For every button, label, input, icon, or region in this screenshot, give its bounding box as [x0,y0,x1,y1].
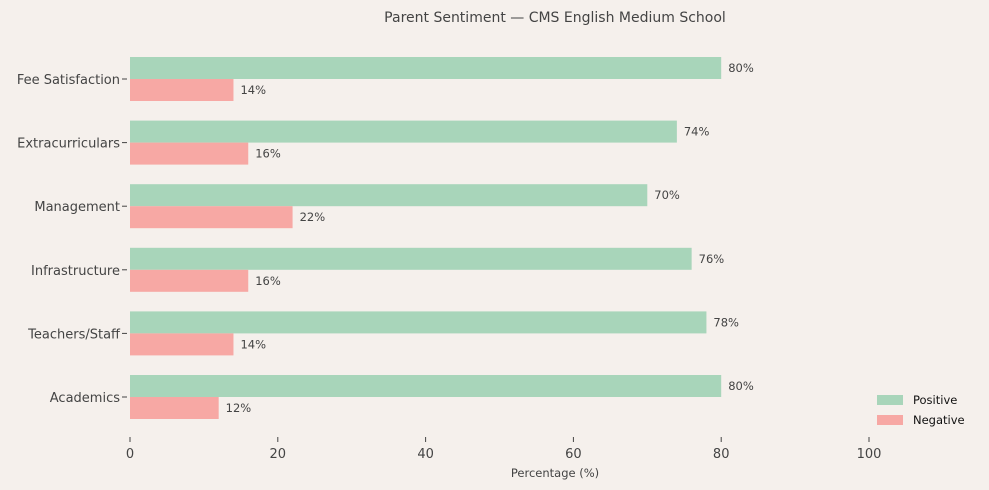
x-tick-label: 40 [417,447,434,462]
data-label: 14% [240,337,266,351]
bar-negative [130,269,249,292]
data-label: 78% [713,315,739,329]
data-label: 12% [226,401,252,415]
legend: Positive Negative [877,393,965,427]
y-tick-label: Management [34,200,120,215]
bar-positive [130,247,692,270]
chart-title: Parent Sentiment — CMS English Medium Sc… [384,10,726,26]
x-tick-label: 80 [713,447,730,462]
bar-negative [130,142,249,165]
bar-positive [130,57,722,79]
data-label: 14% [240,83,266,97]
x-tick-label: 0 [126,447,134,462]
data-label: 80% [728,379,754,393]
bar-negative [130,79,234,101]
legend-swatch [877,415,903,425]
x-axis-label: Percentage (%) [511,466,599,480]
data-label: 74% [684,125,710,139]
y-tick-label: Extracurriculars [17,137,120,152]
data-label: 80% [728,61,754,75]
data-label: 16% [255,147,281,161]
bar-positive [130,120,677,143]
bar-positive [130,184,648,207]
y-tick-label: Infrastructure [31,264,120,279]
y-tick-label: Teachers/Staff [27,327,121,342]
legend-label: Positive [913,393,957,407]
bar-negative [130,206,293,229]
data-label: 70% [654,188,680,202]
x-tick-label: 60 [565,447,582,462]
y-tick-label: Academics [50,391,120,406]
legend-label: Negative [913,413,965,427]
x-tick-label: 100 [857,447,882,462]
bar-negative [130,333,234,356]
x-tick-label: 20 [270,447,287,462]
data-label: 22% [300,210,326,224]
y-tick-label: Fee Satisfaction [17,73,120,88]
data-label: 16% [255,274,281,288]
bar-positive [130,375,722,397]
bar-positive [130,311,707,334]
legend-swatch [877,395,903,405]
bar-negative [130,397,219,419]
data-label: 76% [699,252,725,266]
